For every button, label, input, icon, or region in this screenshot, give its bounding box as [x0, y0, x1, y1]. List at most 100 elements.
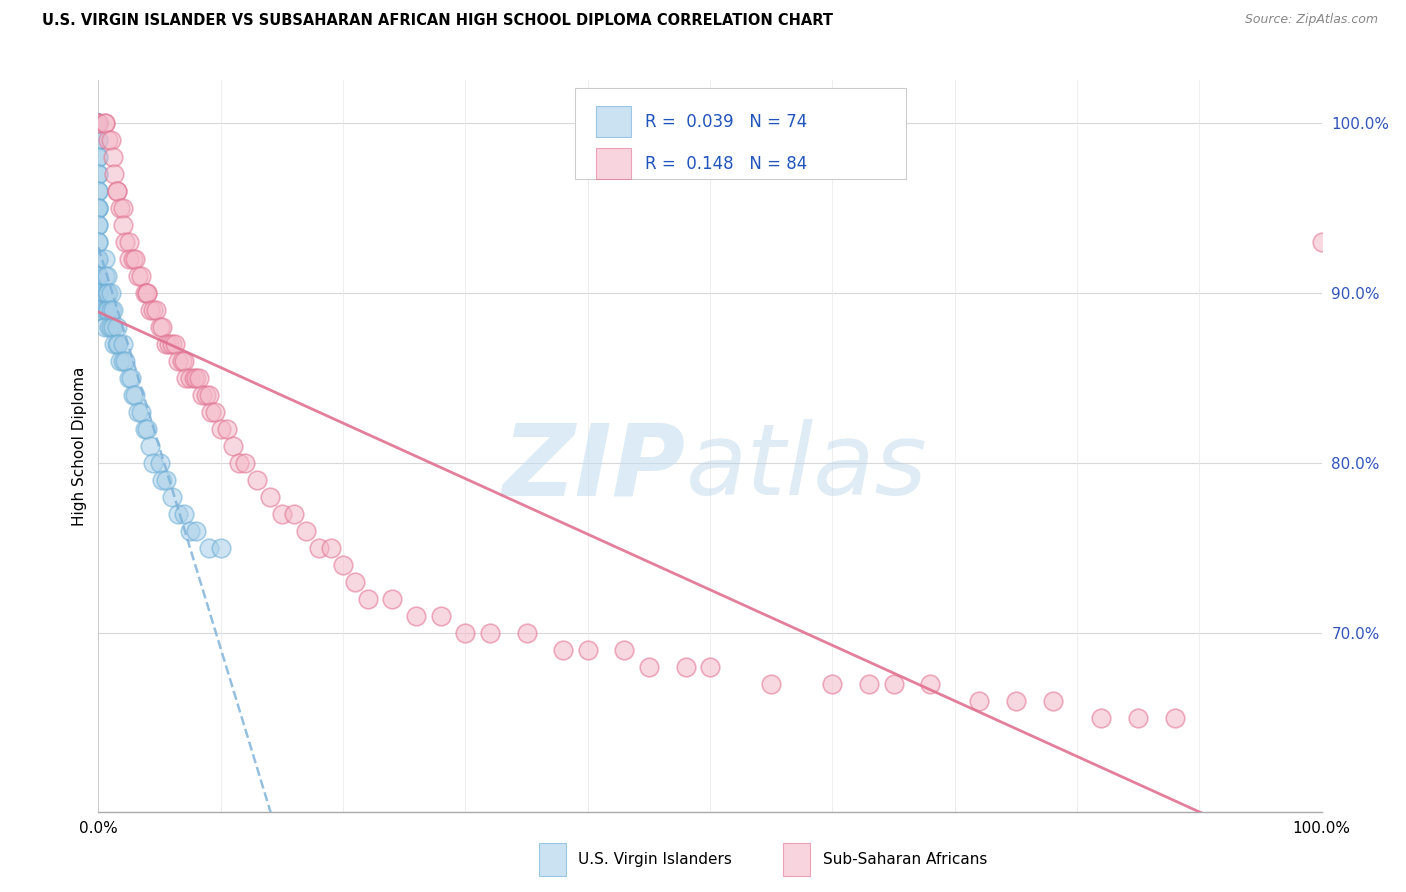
Point — [344, 575, 367, 590]
Point — [139, 302, 162, 317]
Point — [858, 677, 880, 691]
Point — [204, 405, 226, 419]
Text: R =  0.148   N = 84: R = 0.148 N = 84 — [645, 154, 807, 172]
Text: Source: ZipAtlas.com: Source: ZipAtlas.com — [1244, 13, 1378, 27]
Point — [111, 218, 134, 232]
Point — [111, 337, 134, 351]
Point — [100, 285, 122, 300]
Point — [233, 456, 256, 470]
Text: U.S. VIRGIN ISLANDER VS SUBSAHARAN AFRICAN HIGH SCHOOL DIPLOMA CORRELATION CHART: U.S. VIRGIN ISLANDER VS SUBSAHARAN AFRIC… — [42, 13, 834, 29]
Point — [179, 524, 201, 538]
Point — [87, 167, 110, 181]
Point — [87, 201, 110, 215]
Point — [454, 626, 477, 640]
Bar — [596, 106, 630, 136]
Point — [283, 507, 305, 521]
Point — [246, 473, 269, 487]
Point — [191, 388, 214, 402]
Point — [93, 268, 115, 283]
Point — [515, 626, 537, 640]
Point — [129, 268, 152, 283]
Point — [1042, 694, 1064, 708]
Point — [215, 422, 238, 436]
Point — [93, 302, 115, 317]
Point — [105, 337, 128, 351]
Text: U.S. Virgin Islanders: U.S. Virgin Islanders — [578, 852, 731, 867]
Point — [150, 320, 173, 334]
Point — [87, 133, 110, 147]
Point — [170, 354, 193, 368]
Text: R =  0.039   N = 74: R = 0.039 N = 74 — [645, 112, 807, 130]
Point — [111, 354, 134, 368]
Point — [638, 660, 661, 674]
Point — [136, 422, 159, 436]
Point — [129, 405, 152, 419]
Bar — [783, 843, 810, 876]
Point — [228, 456, 250, 470]
Point — [920, 677, 942, 691]
Point — [98, 320, 121, 334]
Point — [87, 201, 110, 215]
Point — [124, 252, 146, 266]
Point — [200, 405, 222, 419]
Point — [699, 660, 721, 674]
Point — [101, 302, 124, 317]
Point — [100, 320, 122, 334]
Point — [1004, 694, 1026, 708]
Point — [87, 302, 110, 317]
Point — [87, 252, 110, 266]
Point — [295, 524, 318, 538]
Point — [87, 133, 110, 147]
Point — [101, 320, 124, 334]
Point — [195, 388, 218, 402]
Point — [179, 371, 201, 385]
Point — [127, 268, 149, 283]
Point — [87, 116, 110, 130]
Point — [87, 116, 110, 130]
Point — [103, 167, 125, 181]
Point — [114, 354, 136, 368]
Point — [87, 218, 110, 232]
Point — [93, 285, 115, 300]
Point — [136, 285, 159, 300]
Point — [1310, 235, 1333, 249]
Point — [97, 302, 120, 317]
Point — [149, 320, 172, 334]
Point — [1164, 711, 1187, 725]
Point — [576, 643, 599, 657]
Point — [186, 524, 208, 538]
Point — [87, 116, 110, 130]
Point — [87, 116, 110, 130]
Point — [87, 150, 110, 164]
Point — [93, 252, 115, 266]
Point — [160, 490, 183, 504]
Point — [173, 354, 195, 368]
Text: atlas: atlas — [686, 419, 927, 516]
Point — [100, 133, 122, 147]
Point — [176, 371, 198, 385]
Point — [87, 252, 110, 266]
Point — [105, 184, 128, 198]
Point — [967, 694, 990, 708]
Point — [118, 235, 141, 249]
Point — [142, 456, 165, 470]
Point — [87, 116, 110, 130]
Point — [105, 320, 128, 334]
Point — [187, 371, 209, 385]
Point — [134, 422, 156, 436]
Point — [87, 268, 110, 283]
Point — [308, 541, 330, 555]
Point — [110, 354, 132, 368]
Point — [87, 167, 110, 181]
Point — [107, 337, 129, 351]
Point — [173, 507, 195, 521]
Point — [118, 252, 141, 266]
Point — [167, 507, 190, 521]
Point — [87, 218, 110, 232]
Point — [167, 354, 190, 368]
Point — [155, 337, 177, 351]
Point — [197, 541, 219, 555]
Point — [761, 677, 783, 691]
Point — [114, 235, 136, 249]
Point — [222, 439, 245, 453]
